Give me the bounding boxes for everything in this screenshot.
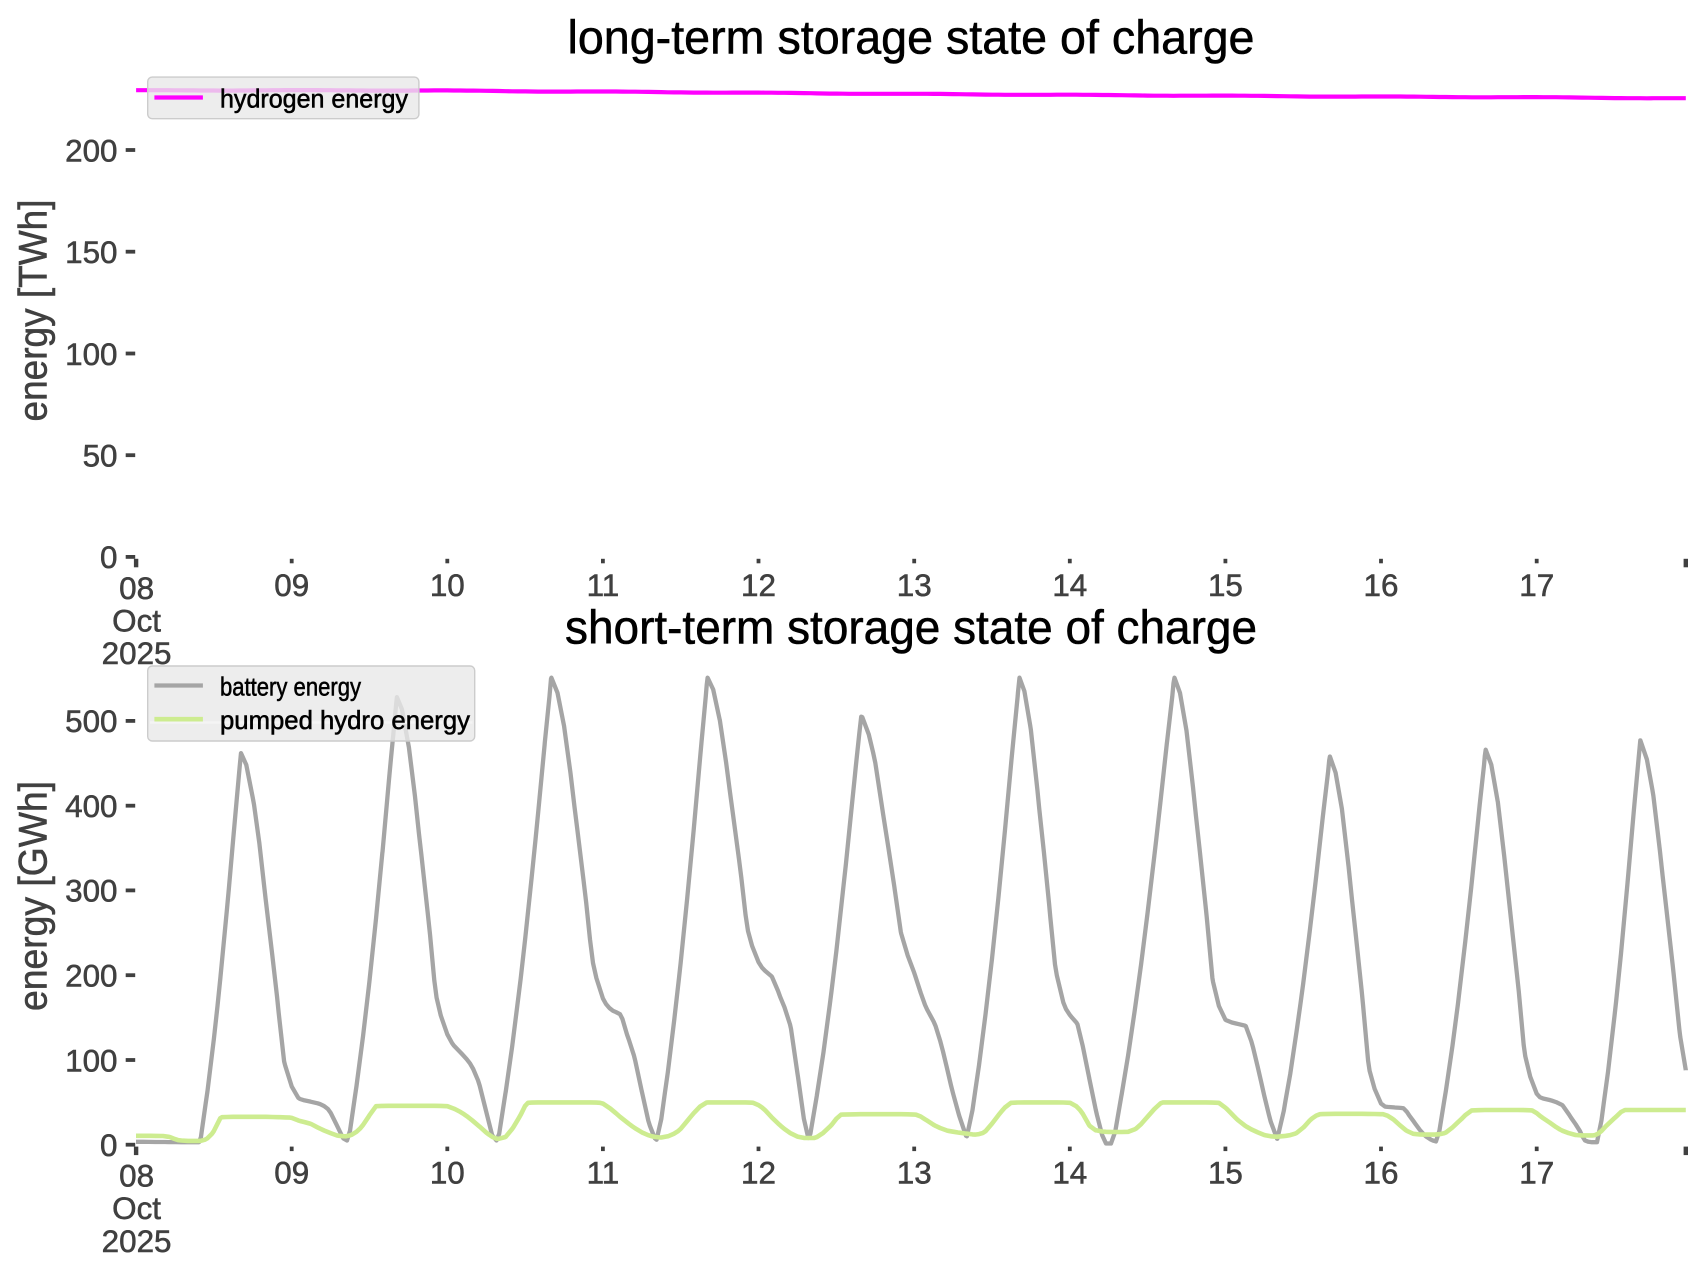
svg-text:10: 10 xyxy=(430,1156,465,1191)
svg-text:12: 12 xyxy=(741,568,776,603)
svg-text:400: 400 xyxy=(65,789,117,824)
svg-text:energy [TWh]: energy [TWh] xyxy=(11,200,55,422)
svg-text:200: 200 xyxy=(65,959,117,994)
svg-text:100: 100 xyxy=(65,337,117,372)
svg-text:Oct: Oct xyxy=(112,1191,161,1226)
svg-text:pumped hydro energy: pumped hydro energy xyxy=(220,707,470,735)
svg-text:300: 300 xyxy=(65,874,117,909)
svg-text:12: 12 xyxy=(741,1156,776,1191)
svg-text:08: 08 xyxy=(119,571,154,606)
svg-text:14: 14 xyxy=(1052,1156,1087,1191)
svg-text:short-term storage state of ch: short-term storage state of charge xyxy=(565,602,1257,655)
svg-text:14: 14 xyxy=(1052,568,1087,603)
svg-text:17: 17 xyxy=(1519,1156,1554,1191)
svg-text:15: 15 xyxy=(1208,568,1243,603)
svg-text:11: 11 xyxy=(587,1156,620,1191)
svg-text:long-term storage state of cha: long-term storage state of charge xyxy=(568,12,1255,65)
svg-text:11: 11 xyxy=(587,568,620,603)
svg-text:09: 09 xyxy=(274,1156,309,1191)
svg-text:09: 09 xyxy=(274,568,309,603)
svg-text:13: 13 xyxy=(897,1156,932,1191)
svg-text:10: 10 xyxy=(430,568,465,603)
svg-text:battery energy: battery energy xyxy=(220,674,361,702)
svg-text:13: 13 xyxy=(897,568,932,603)
svg-text:200: 200 xyxy=(65,133,117,168)
svg-text:Oct: Oct xyxy=(112,603,161,638)
svg-text:energy [GWh]: energy [GWh] xyxy=(11,781,55,1011)
svg-text:50: 50 xyxy=(83,439,118,474)
svg-text:17: 17 xyxy=(1519,568,1554,603)
svg-text:2025: 2025 xyxy=(102,1224,172,1259)
svg-text:0: 0 xyxy=(100,540,117,575)
svg-text:500: 500 xyxy=(65,704,117,739)
svg-text:150: 150 xyxy=(65,235,117,270)
svg-text:08: 08 xyxy=(119,1159,154,1194)
svg-text:0: 0 xyxy=(100,1128,117,1163)
svg-text:16: 16 xyxy=(1364,1156,1399,1191)
svg-text:100: 100 xyxy=(65,1043,117,1078)
svg-text:15: 15 xyxy=(1208,1156,1243,1191)
svg-text:16: 16 xyxy=(1364,568,1399,603)
svg-text:hydrogen energy: hydrogen energy xyxy=(220,86,408,114)
